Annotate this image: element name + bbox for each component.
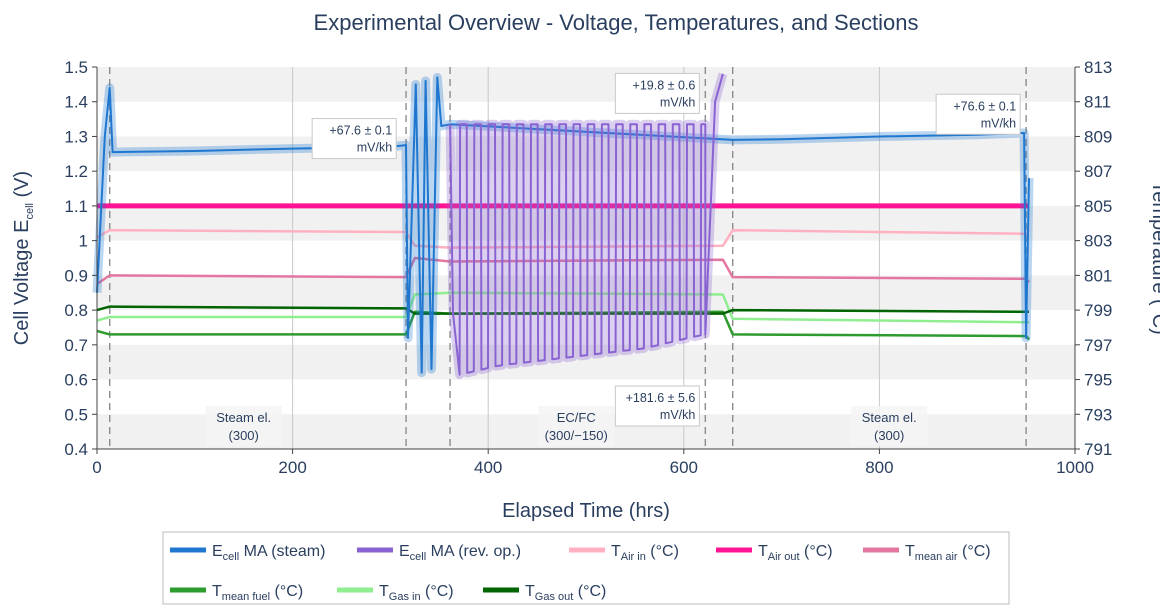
series-line-4 [96,256,1030,286]
x-axis-title: Elapsed Time (hrs) [502,500,670,522]
series-line-6 [96,291,1029,324]
legend-label: TGas in (°C) [379,583,454,603]
annotation-line1: +76.6 ± 0.1 [953,99,1016,113]
chart-title: Experimental Overview - Voltage, Tempera… [314,10,919,35]
section-label-bg [205,406,282,446]
legend-label: TAir out (°C) [758,543,833,563]
background-band [97,67,1075,102]
section-label-line1: EC/FC [557,410,596,425]
section-label-line2: (300) [874,428,904,443]
y2-tick-label: 803 [1084,232,1112,251]
y2-axis-title: Temperature (°C) [1148,181,1160,335]
y-tick-label: 0.4 [64,440,88,459]
legend-label: Ecell MA (rev. op.) [399,543,521,563]
y2-tick-label: 801 [1084,266,1112,285]
legend-label: Tmean fuel (°C) [212,583,303,603]
x-tick-label: 1000 [1056,458,1094,477]
axes: 0.4 0.5 0.6 0.7 0.8 0.9 1 1.1 1.2 1.3 1.4 1.5 791 793… [64,58,1112,477]
y-tick-label: 0.9 [64,266,88,285]
y-tick-label: 1 [79,232,88,251]
y2-tick-label: 813 [1084,58,1112,77]
y-tick-label: 0.5 [64,405,88,424]
legend-box [162,531,1010,605]
y2-tick-label: 793 [1084,405,1112,424]
annotation-line1: +67.6 ± 0.1 [329,124,392,138]
section-label-line2: (300) [229,428,259,443]
series-lines [92,72,1034,380]
series-line-1 [449,73,724,376]
legend-label: Tmean air (°C) [905,543,991,563]
annotation-line1: +181.6 ± 5.6 [626,391,696,405]
legend-label: TGas out (°C) [525,583,606,603]
plot-area [97,67,1075,449]
legend: Ecell MA (steam) Ecell MA (rev. op.) TAir … [162,531,1010,605]
x-tick-label: 800 [865,458,893,477]
rate-annotations: +67.6 ± 0.1 mV/kh +19.8 ± 0.6 mV/kh +181.6 ±… [311,72,1021,427]
annotation-line2: mV/kh [660,408,695,422]
y-tick-label: 0.6 [64,371,88,390]
series-line-7 [96,305,1029,315]
y-tick-label: 0.8 [64,301,88,320]
series-line-0 [96,76,1030,374]
y2-tick-label: 799 [1084,301,1112,320]
series-line-2 [96,228,1030,249]
x-tick-label: 200 [278,458,306,477]
section-label-bg [851,406,928,446]
y2-tick-label: 811 [1084,93,1111,112]
grid-lines [292,67,880,449]
y-tick-label: 1.3 [64,127,88,146]
section-label-line1: Steam el. [216,410,271,425]
annotation-line2: mV/kh [357,141,392,155]
x-tick-label: 600 [670,458,698,477]
y-tick-label: 1.4 [64,93,88,112]
x-tick-label: 400 [474,458,502,477]
y2-tick-label: 807 [1084,162,1112,181]
section-labels: Steam el. (300) EC/FC (300/−150) Steam el. (3… [205,406,928,446]
y-tick-label: 1.1 [64,197,88,216]
x-tick-label: 0 [92,458,101,477]
background-band [97,136,1075,172]
y2-tick-label: 795 [1084,371,1112,390]
annotation-box [614,72,700,114]
y2-tick-label: 791 [1084,440,1112,459]
y-tick-label: 1.2 [64,162,88,181]
section-label-line2: (300/−150) [545,428,608,443]
legend-label: TAir in (°C) [611,543,679,563]
section-label-bg [538,406,615,446]
legend-label: Ecell MA (steam) [212,543,325,563]
section-label-line1: Steam el. [862,410,917,425]
annotation-line2: mV/kh [660,95,695,109]
annotation-line1: +19.8 ± 0.6 [633,78,696,92]
annotation-box [614,385,700,427]
y-axis-title: Cell Voltage Ecell (V) [11,171,36,345]
annotation-box [311,118,397,160]
background-band [97,344,1075,380]
annotation-box [935,93,1021,135]
y2-tick-label: 805 [1084,197,1112,216]
background-band [97,205,1075,241]
annotation-line2: mV/kh [981,116,1016,130]
y-tick-label: 1.5 [64,58,88,77]
y2-tick-label: 797 [1084,336,1112,355]
y-tick-label: 0.7 [64,336,88,355]
y2-tick-label: 809 [1084,127,1112,146]
